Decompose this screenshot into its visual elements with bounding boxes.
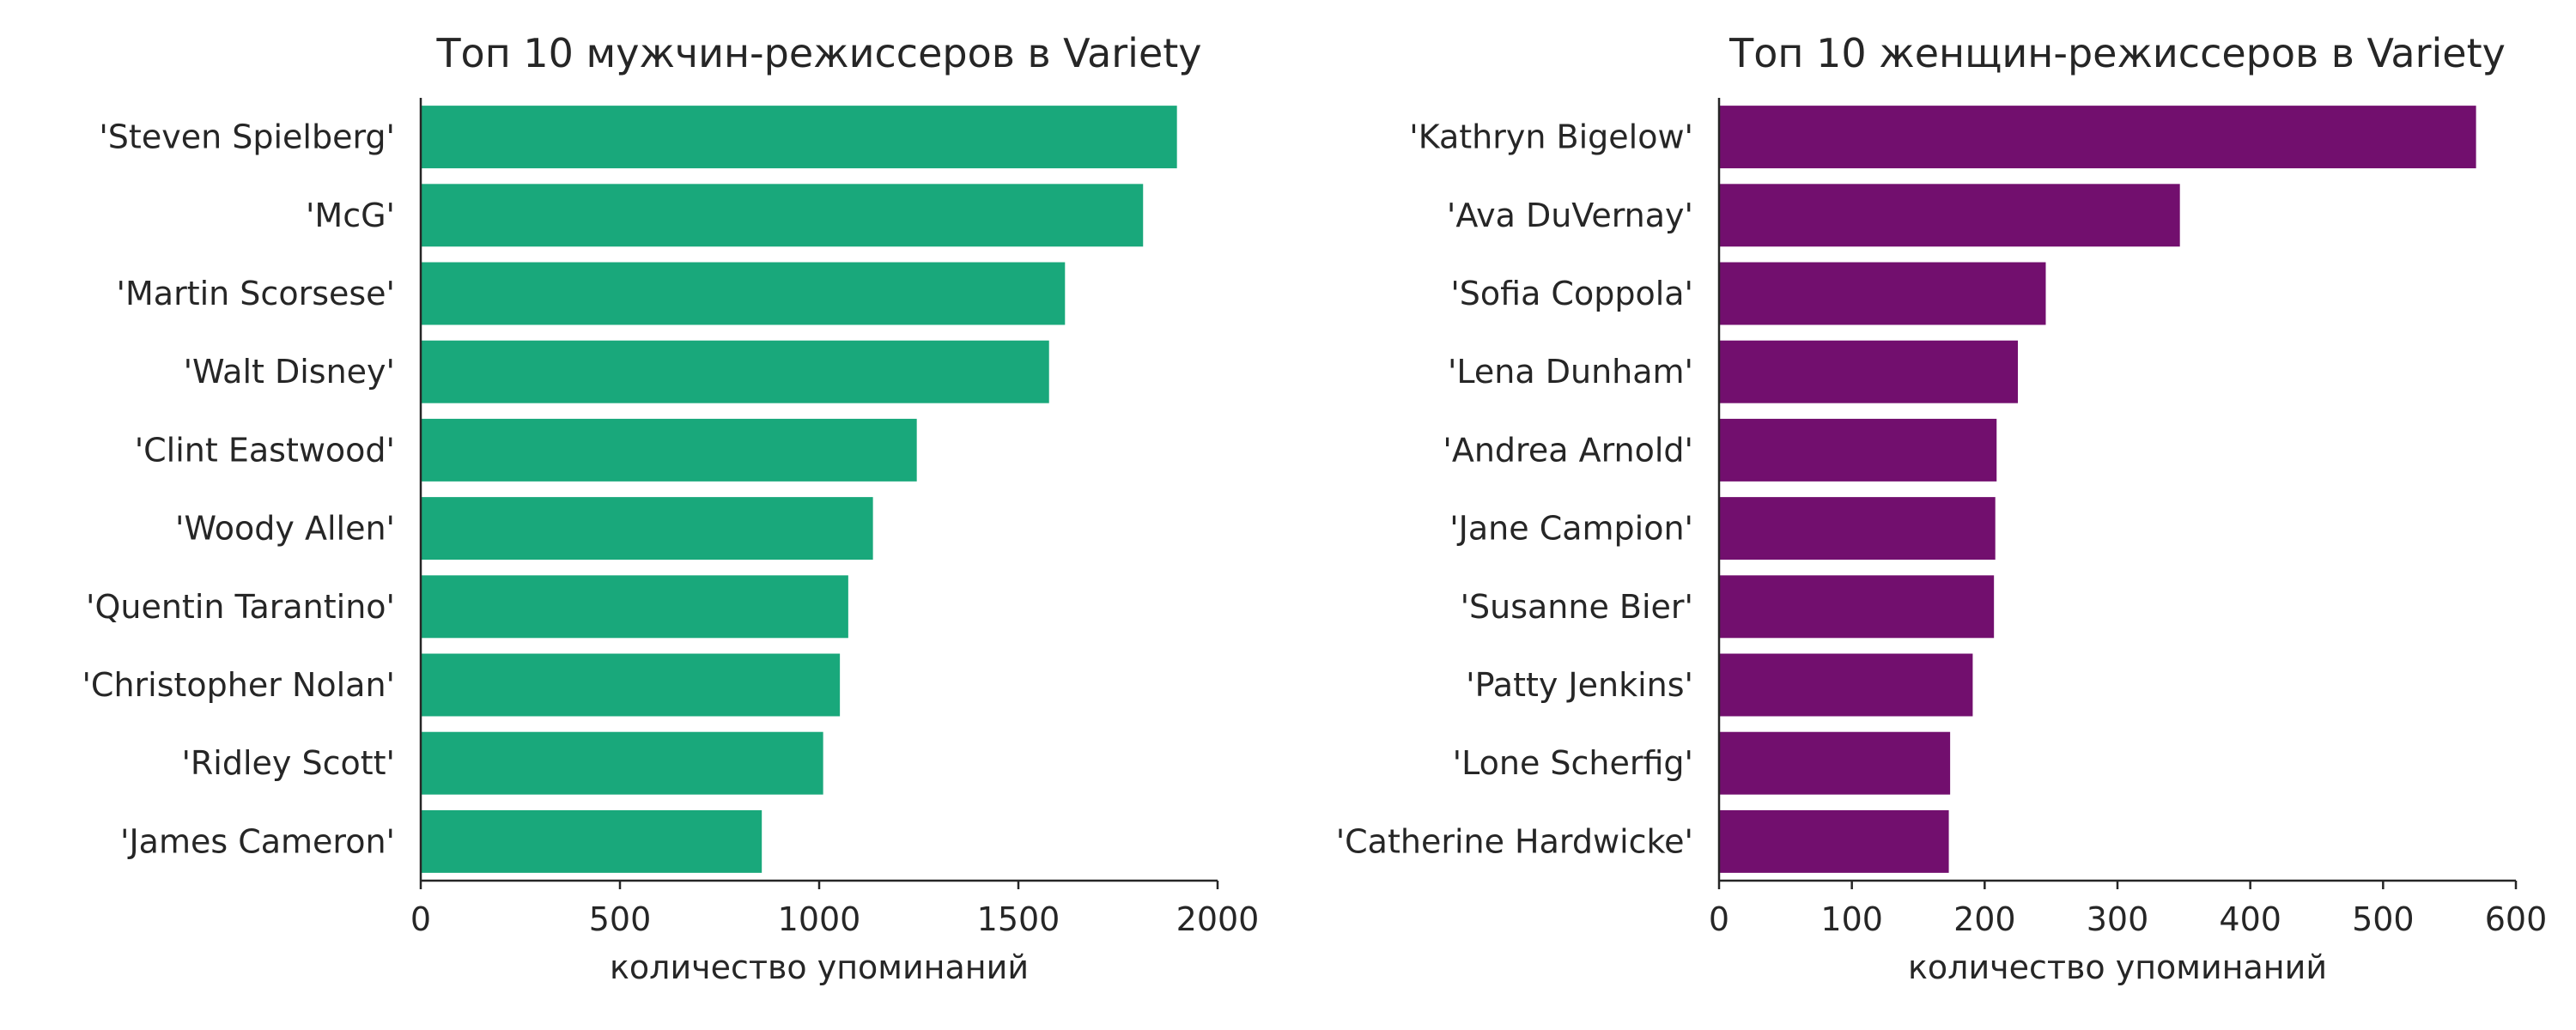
category-label: 'Clint Eastwood'	[135, 431, 395, 469]
x-tick-label: 500	[589, 900, 652, 938]
category-label: 'Catherine Hardwicke'	[1336, 822, 1693, 860]
category-label: 'Kathryn Bigelow'	[1409, 118, 1693, 156]
bar	[421, 418, 917, 482]
x-tick-label: 1000	[778, 900, 861, 938]
bar	[421, 262, 1066, 325]
bar	[421, 731, 823, 795]
bar	[1719, 418, 1997, 482]
x-tick-label: 0	[410, 900, 431, 938]
x-tick-label: 100	[1820, 900, 1883, 938]
bar	[1719, 262, 2046, 325]
category-label: 'Ava DuVernay'	[1447, 197, 1693, 234]
bar	[1719, 340, 2018, 403]
category-label: 'Walt Disney'	[184, 353, 395, 391]
category-label: 'Christopher Nolan'	[82, 666, 395, 704]
bar	[421, 497, 873, 560]
bar	[1719, 653, 1973, 717]
category-label: 'McG'	[306, 197, 395, 234]
category-label: 'Ridley Scott'	[181, 744, 395, 782]
x-tick-label: 2000	[1176, 900, 1260, 938]
x-tick-label: 500	[2352, 900, 2415, 938]
category-label: 'Quentin Tarantino'	[86, 588, 395, 626]
chart-male-directors: Топ 10 мужчин-режиссеров в Variety 'Steve…	[82, 30, 1259, 986]
chart-female-directors: Топ 10 женщин-режиссеров в Variety 'Kathr…	[1336, 30, 2548, 986]
bar	[1719, 809, 1949, 873]
category-label: 'Lena Dunham'	[1448, 353, 1693, 391]
bar	[1719, 497, 1996, 560]
category-label: 'Martin Scorsese'	[117, 275, 395, 312]
bar	[421, 340, 1049, 403]
category-label: 'Andrea Arnold'	[1443, 431, 1693, 469]
category-label: 'James Cameron'	[120, 822, 395, 860]
x-axis-label: количество упоминаний	[1908, 948, 2327, 986]
category-label: 'Woody Allen'	[175, 510, 395, 548]
bar	[421, 653, 841, 717]
category-label: 'Susanne Bier'	[1461, 588, 1693, 626]
category-label: 'Patty Jenkins'	[1466, 666, 1693, 704]
x-tick-label: 400	[2219, 900, 2281, 938]
category-label: 'Steven Spielberg'	[99, 118, 395, 156]
chart-title: Топ 10 женщин-режиссеров в Variety	[1728, 30, 2506, 76]
x-axis-label: количество упоминаний	[610, 948, 1029, 986]
bar	[421, 106, 1177, 169]
x-tick-label: 0	[1709, 900, 1729, 938]
bar	[1719, 575, 1995, 639]
x-tick-label: 300	[2087, 900, 2149, 938]
bar	[1719, 184, 2180, 247]
category-label: 'Jane Campion'	[1449, 510, 1693, 548]
bar	[421, 809, 762, 873]
bar	[421, 575, 848, 639]
bar	[1719, 731, 1951, 795]
bar	[1719, 106, 2476, 169]
x-tick-label: 200	[1953, 900, 2016, 938]
chart-title: Топ 10 мужчин-режиссеров в Variety	[435, 30, 1201, 76]
category-label: 'Sofia Coppola'	[1450, 275, 1693, 312]
category-label: 'Lone Scherfig'	[1453, 744, 1693, 782]
x-tick-label: 1500	[977, 900, 1060, 938]
bar	[421, 184, 1144, 247]
x-tick-label: 600	[2485, 900, 2548, 938]
